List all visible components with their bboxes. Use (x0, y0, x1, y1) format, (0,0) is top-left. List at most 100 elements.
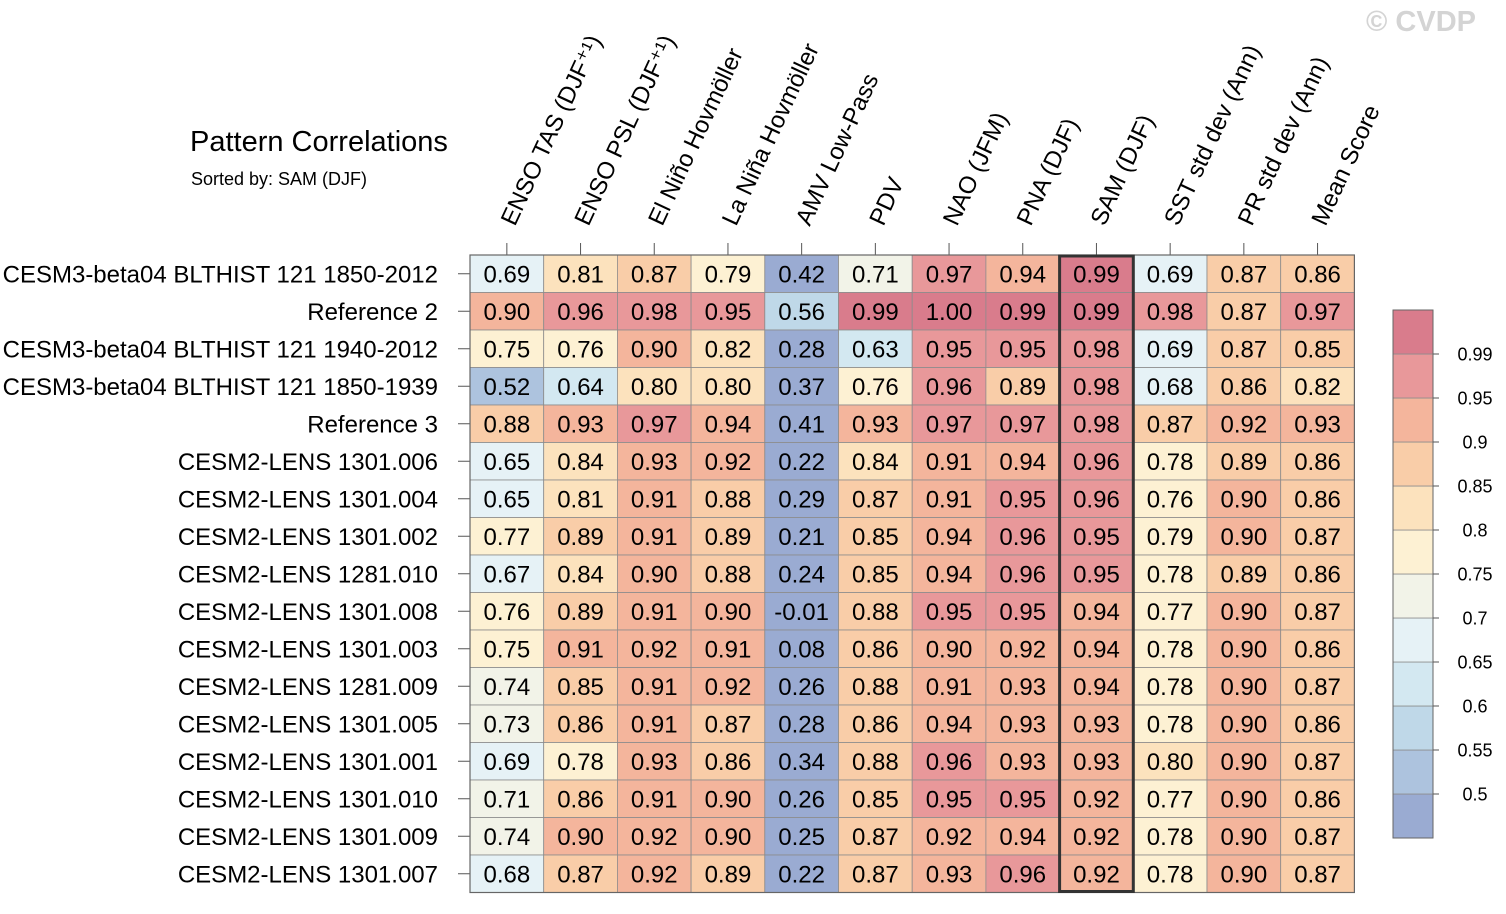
cell-value: 0.87 (557, 861, 604, 888)
cell-value: 0.84 (852, 449, 899, 476)
heatmap-cell (1206, 404, 1282, 443)
cell-value: 0.34 (778, 749, 825, 776)
cell-value: 0.90 (631, 561, 678, 588)
cell-value: 0.95 (926, 599, 973, 626)
cell-value: 0.28 (778, 336, 825, 363)
heatmap-cell (690, 329, 766, 368)
heatmap-cell (469, 292, 545, 331)
heatmap-cell (1059, 704, 1134, 743)
heatmap-cell (469, 404, 545, 443)
heatmap-cell (911, 742, 987, 781)
heatmap-cell (617, 704, 692, 743)
cell-value: 0.92 (631, 861, 678, 888)
cell-value: 0.97 (631, 411, 678, 438)
heatmap-cell (1132, 742, 1208, 781)
heatmap-cell (690, 404, 766, 443)
cell-value: 0.80 (705, 374, 752, 401)
row-label: CESM3-beta04 BLTHIST 121 1940-2012 (3, 336, 438, 363)
colorbar-swatch (1392, 793, 1434, 839)
cell-value: 0.95 (999, 599, 1046, 626)
cell-value: 0.86 (557, 786, 604, 813)
chart-title: Pattern Correlations (190, 126, 448, 158)
heatmap-cell (838, 704, 913, 743)
heatmap-cell (1059, 667, 1134, 706)
cell-value: 0.94 (926, 711, 973, 738)
cell-value: 0.93 (1294, 411, 1341, 438)
row-label: Reference 2 (307, 299, 438, 326)
heatmap-cell (985, 517, 1061, 556)
heatmap-cell (1206, 817, 1282, 856)
heatmap-cell (1132, 442, 1208, 481)
heatmap-cell (1280, 329, 1355, 368)
heatmap-cell (764, 404, 839, 443)
heatmap-cell (1132, 854, 1208, 893)
heatmap-cell (543, 592, 618, 631)
heatmap-cell (764, 367, 839, 406)
row-label: CESM2-LENS 1301.005 (178, 711, 438, 738)
heatmap-cell (617, 779, 692, 818)
heatmap-cell (1059, 479, 1134, 518)
cell-value: 0.94 (1073, 599, 1120, 626)
heatmap-cell (469, 554, 545, 593)
cell-value: 0.96 (557, 299, 604, 326)
cell-value: 0.97 (926, 411, 973, 438)
cell-value: 0.99 (852, 299, 899, 326)
heatmap-cell (1206, 667, 1282, 706)
cell-value: 0.87 (1220, 336, 1267, 363)
cell-value: 0.93 (999, 711, 1046, 738)
cell-value: 0.93 (557, 411, 604, 438)
cell-value: 0.94 (999, 261, 1046, 288)
cell-value: 0.93 (999, 674, 1046, 701)
heatmap-cell (985, 592, 1061, 631)
heatmap-cell (838, 629, 913, 668)
heatmap-cells (469, 254, 1355, 893)
heatmap-values: 0.69 0.81 0.87 0.79 0.42 0.71 0.97 0.94 0.99 0.69… (483, 261, 1340, 888)
cell-value: 0.91 (557, 636, 604, 663)
cell-value: 0.96 (926, 749, 973, 776)
cell-value: 0.87 (852, 824, 899, 851)
heatmap-cell (617, 554, 692, 593)
heatmap-cell (1059, 817, 1134, 856)
cell-value: 0.78 (1147, 824, 1194, 851)
cell-value: 0.71 (852, 261, 899, 288)
heatmap-cell (838, 554, 913, 593)
heatmap-cell (469, 367, 545, 406)
heatmap-cell (1280, 742, 1355, 781)
cell-value: 0.90 (1220, 786, 1267, 813)
cell-value: 0.78 (1147, 449, 1194, 476)
heatmap-cell (764, 517, 839, 556)
heatmap-cell (617, 854, 692, 893)
heatmap-cell (838, 404, 913, 443)
cell-value: 0.92 (999, 636, 1046, 663)
cell-value: 0.97 (1294, 299, 1341, 326)
heatmap-cell (1059, 292, 1134, 331)
heatmap-cell (617, 742, 692, 781)
cell-value: 0.92 (1073, 824, 1120, 851)
cell-value: 0.89 (1220, 449, 1267, 476)
cell-value: 0.90 (483, 299, 530, 326)
cell-value: 0.95 (1073, 561, 1120, 588)
cell-value: 0.90 (705, 599, 752, 626)
heatmap-cell (543, 854, 618, 893)
cell-value: 0.90 (705, 786, 752, 813)
cell-value: 0.94 (1073, 636, 1120, 663)
cell-value: 0.77 (1147, 599, 1194, 626)
colorbar-swatch (1392, 661, 1434, 707)
heatmap-cell (543, 704, 618, 743)
cell-value: 0.92 (705, 674, 752, 701)
heatmap-cell (543, 254, 618, 293)
heatmap-cell (617, 667, 692, 706)
heatmap-cell (617, 329, 692, 368)
cell-value: 0.76 (483, 599, 530, 626)
cell-value: 0.98 (1073, 336, 1120, 363)
cell-value: 0.86 (1294, 636, 1341, 663)
cell-value: 0.78 (1147, 711, 1194, 738)
row-label: CESM2-LENS 1301.010 (178, 786, 438, 813)
heatmap-cell (985, 742, 1061, 781)
cell-value: 0.25 (778, 824, 825, 851)
cell-value: 0.98 (1073, 374, 1120, 401)
heatmap-cell (690, 742, 766, 781)
heatmap-cell (838, 854, 913, 893)
cell-value: 0.86 (1294, 786, 1341, 813)
heatmap-cell (911, 779, 987, 818)
